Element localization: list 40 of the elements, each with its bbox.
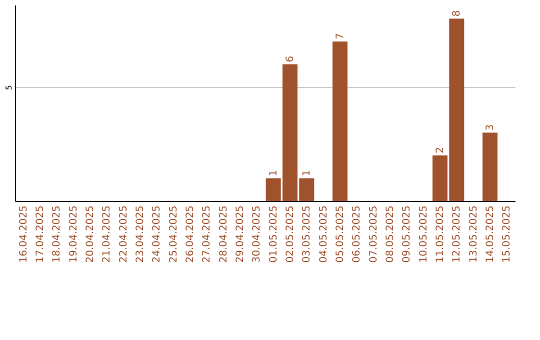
data-label: 2 [435, 147, 446, 154]
x-tick-label: 29.04.2025 [235, 206, 246, 263]
bar [482, 132, 498, 201]
data-label: 1 [268, 170, 280, 176]
x-tick-label: 15.05.2025 [502, 206, 513, 263]
x-tick-label: 09.05.2025 [402, 206, 413, 263]
x-tick-label: 24.04.2025 [152, 206, 163, 263]
x-tick-label: 20.04.2025 [85, 206, 96, 263]
x-tick-label: 02.05.2025 [285, 206, 296, 263]
data-label: 7 [335, 33, 346, 40]
x-tick-label: 17.04.2025 [35, 206, 46, 263]
data-label: 1 [302, 170, 313, 176]
x-tick-label: 01.05.2025 [268, 206, 280, 263]
x-tick-label: 11.05.2025 [435, 206, 446, 263]
x-tick-label: 10.05.2025 [418, 206, 430, 263]
y-tick-label: 5 [4, 85, 14, 90]
data-label: 3 [485, 124, 496, 131]
x-tick-label: 23.04.2025 [135, 206, 146, 263]
data-label: 8 [452, 10, 463, 17]
bar [332, 41, 348, 201]
x-tick-label: 07.05.2025 [368, 206, 380, 263]
x-tick-label: 30.04.2025 [252, 206, 263, 263]
x-tick-label: 28.04.2025 [218, 206, 230, 263]
x-tick-label: 03.05.2025 [302, 206, 313, 263]
x-tick-label: 04.05.2025 [318, 206, 330, 263]
x-tick-label: 22.04.2025 [118, 206, 130, 263]
x-tick-label: 06.05.2025 [352, 206, 363, 263]
x-tick-label: 12.05.2025 [452, 206, 463, 263]
x-tick-label: 14.05.2025 [485, 206, 496, 263]
x-tick-label: 25.04.2025 [168, 206, 180, 263]
x-tick-label: 26.04.2025 [185, 206, 196, 263]
x-tick-label: 18.04.2025 [52, 206, 63, 263]
x-tick-label: 27.04.2025 [202, 206, 213, 263]
x-tick-label: 21.04.2025 [102, 206, 113, 263]
data-label: 6 [285, 56, 296, 62]
x-tick-label: 16.04.2025 [18, 206, 30, 263]
x-tick-label: 05.05.2025 [335, 206, 346, 263]
x-tick-label: 13.05.2025 [468, 206, 480, 263]
x-tick-label: 08.05.2025 [385, 206, 396, 263]
x-tick-label: 19.04.2025 [68, 206, 80, 263]
